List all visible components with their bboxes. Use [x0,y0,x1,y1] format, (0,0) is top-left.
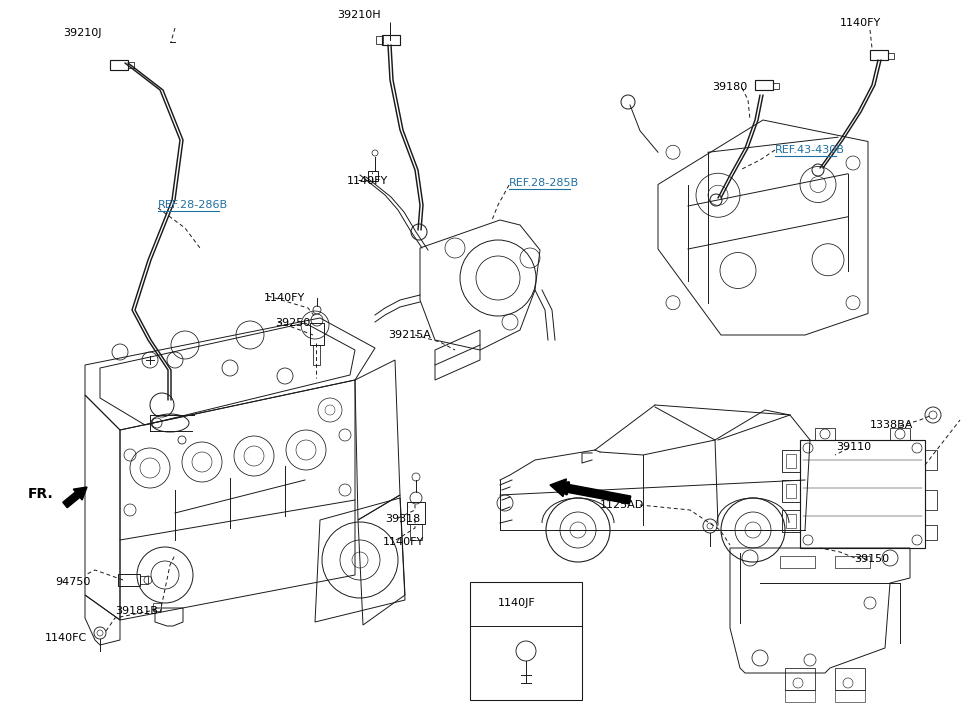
Bar [470,582,582,700]
Text: 39180: 39180 [712,82,747,92]
Text: 1125AD: 1125AD [600,500,644,510]
Bar [815,428,835,440]
Text: 1140FY: 1140FY [264,293,305,303]
Text: 94750: 94750 [55,577,90,587]
Bar [925,490,937,510]
FancyArrow shape [550,479,631,504]
Text: 39150: 39150 [854,554,889,564]
Bar [786,454,796,468]
Bar [140,576,148,584]
Text: REF.28-286B: REF.28-286B [158,200,228,210]
Bar [925,450,937,470]
Bar [773,83,779,89]
Text: REF.28-285B: REF.28-285B [509,178,579,188]
Text: 39181B: 39181B [115,606,157,616]
Bar [782,450,800,472]
Bar [786,514,796,528]
Text: FR.: FR. [28,487,53,501]
Bar [785,690,815,702]
Text: 39110: 39110 [836,442,871,452]
Bar [835,668,865,690]
Text: 1140FY: 1140FY [383,537,424,547]
Bar [888,53,894,59]
Text: 39210H: 39210H [337,10,381,20]
Bar [755,80,773,90]
Text: 1140JF: 1140JF [498,598,536,608]
Text: 1140FY: 1140FY [840,18,882,28]
Text: 1140FY: 1140FY [347,176,388,186]
Bar [835,556,870,568]
Bar [153,603,161,611]
Bar [925,525,937,540]
Bar [310,323,324,345]
Bar [835,690,865,702]
Text: 39215A: 39215A [388,330,431,340]
Bar [410,524,422,540]
Bar [800,440,925,548]
Bar [376,36,383,44]
Bar [890,428,910,440]
Bar [368,171,378,181]
Bar [786,484,796,498]
Bar [780,556,815,568]
Text: REF.43-430B: REF.43-430B [775,145,845,155]
Bar [382,35,400,45]
Bar [782,480,800,502]
Bar [118,574,140,586]
FancyArrow shape [63,487,87,507]
Text: 39318: 39318 [385,514,420,524]
Bar [110,60,128,70]
Bar [785,668,815,690]
Text: 39250: 39250 [275,318,310,328]
Bar [870,50,888,60]
Text: 39210J: 39210J [63,28,101,38]
Bar [128,62,134,68]
Bar [782,510,800,532]
Text: 1140FC: 1140FC [45,633,87,643]
Bar [407,502,425,524]
Text: 1338BA: 1338BA [870,420,914,430]
Bar [313,345,320,365]
